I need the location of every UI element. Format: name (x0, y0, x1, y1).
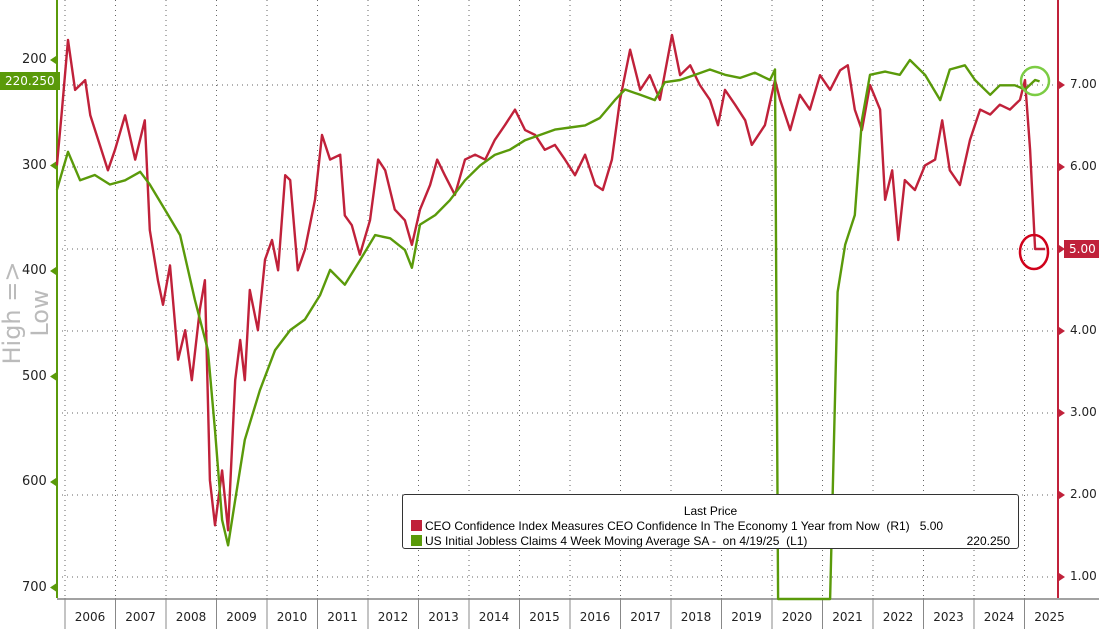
year-label: 2013 (428, 610, 459, 624)
last-value-badge-ceo: 5.00 (1064, 240, 1099, 258)
year-label: 2018 (680, 610, 712, 624)
right-tick-mark (1059, 245, 1065, 253)
left-tick-mark (50, 267, 56, 275)
year-label: 2017 (630, 610, 661, 624)
left-tick-mark (50, 372, 56, 381)
left-tick-mark (50, 56, 56, 64)
series-line-ceo-confidence (55, 33, 1046, 532)
year-label: 2012 (377, 610, 409, 624)
right-tick-label: 6.00 (1070, 159, 1097, 173)
left-tick-label: 600 (22, 474, 47, 489)
last-value-badge-claims: 220.250 (0, 72, 60, 90)
right-tick-label: 7.00 (1070, 77, 1097, 91)
left-tick-mark (50, 478, 56, 486)
year-label: 2024 (983, 610, 1015, 624)
legend-label: CEO Confidence Index Measures CEO Confid… (425, 518, 910, 533)
legend-swatch (411, 520, 422, 531)
right-tick-mark (1059, 81, 1065, 89)
left-tick-label: 700 (22, 579, 47, 595)
legend-item-ceo: CEO Confidence Index Measures CEO Confid… (403, 518, 1018, 533)
legend-item-claims: US Initial Jobless Claims 4 Week Moving … (403, 533, 1018, 548)
left-tick-label: 300 (22, 157, 47, 173)
highlight-circle-claims (1019, 65, 1051, 97)
year-label: 2016 (579, 610, 611, 624)
year-label: 2025 (1034, 610, 1065, 624)
right-tick-mark (1059, 491, 1065, 499)
year-label: 2007 (125, 610, 156, 624)
year-label: 2022 (882, 610, 914, 624)
legend-value: 5.00 (919, 518, 944, 533)
right-tick-mark (1059, 409, 1065, 417)
right-tick-label: 1.00 (1070, 569, 1097, 583)
right-tick-label: 3.00 (1070, 405, 1097, 419)
left-tick-mark (50, 161, 56, 170)
left-tick-mark (50, 583, 56, 592)
year-label: 2021 (832, 610, 863, 624)
year-label: 2009 (226, 610, 257, 624)
legend: Last Price CEO Confidence Index Measures… (402, 494, 1019, 549)
left-tick-label: 400 (22, 263, 47, 278)
legend-value: 220.250 (966, 533, 1010, 548)
right-tick-label: 4.00 (1070, 323, 1097, 337)
year-label: 2008 (175, 610, 207, 624)
year-label: 2019 (731, 610, 762, 624)
left-tick-label: 200 (22, 52, 47, 67)
year-label: 2006 (74, 610, 106, 624)
legend-title: Last Price (683, 504, 738, 518)
year-label: 2020 (781, 610, 813, 624)
year-label: 2023 (933, 610, 964, 624)
right-tick-mark (1059, 573, 1065, 581)
year-label: 2010 (276, 610, 308, 624)
year-label: 2011 (327, 610, 358, 624)
legend-swatch (411, 535, 422, 546)
legend-label: US Initial Jobless Claims 4 Week Moving … (425, 533, 808, 548)
year-label: 2015 (529, 610, 560, 624)
left-tick-label: 500 (22, 368, 47, 384)
year-label: 2014 (478, 610, 510, 624)
series-line-jobless-claims (55, 58, 1040, 601)
right-tick-mark (1059, 163, 1065, 171)
right-tick-label: 2.00 (1070, 487, 1097, 501)
highlight-circle-ceo (1018, 233, 1050, 271)
right-tick-mark (1059, 327, 1065, 335)
